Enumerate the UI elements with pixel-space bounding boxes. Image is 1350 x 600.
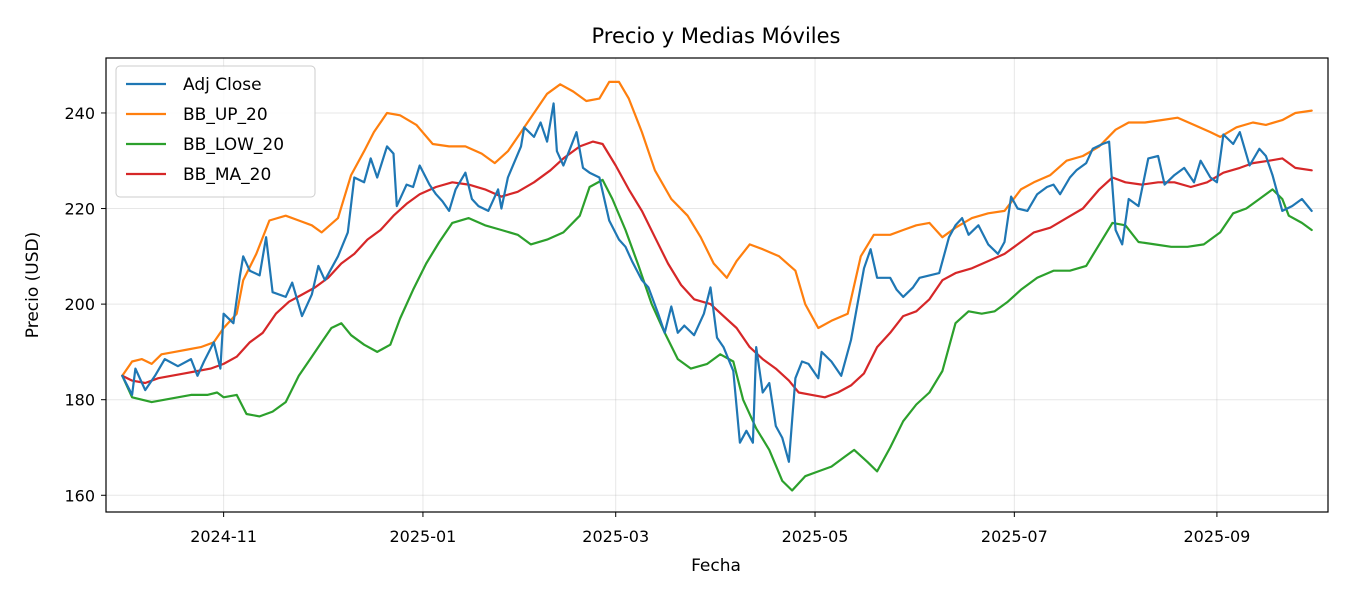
y-tick-label: 200	[64, 295, 95, 314]
x-tick-label: 2024-11	[190, 527, 257, 546]
x-tick-label: 2025-05	[782, 527, 849, 546]
series-lines	[121, 80, 1313, 492]
y-axis: 160 180 200 220 240	[64, 104, 106, 505]
x-tick-label: 2025-09	[1183, 527, 1250, 546]
legend: Adj Close BB_UP_20 BB_LOW_20 BB_MA_20	[115, 65, 316, 198]
series-line-bb-low-20	[121, 178, 1313, 492]
series-line-bb-ma-20	[121, 140, 1313, 399]
x-axis-label: Fecha	[691, 556, 741, 576]
chart-title: Precio y Medias Móviles	[591, 24, 840, 48]
legend-label: BB_LOW_20	[183, 135, 284, 155]
y-tick-label: 160	[64, 486, 95, 505]
plot-frame	[105, 57, 1329, 513]
x-tick-label: 2025-03	[582, 527, 649, 546]
y-tick-label: 220	[64, 200, 95, 219]
y-tick-label: 240	[64, 104, 95, 123]
legend-label: Adj Close	[183, 75, 262, 95]
x-tick-label: 2025-01	[390, 527, 457, 546]
y-axis-label: Precio (USD)	[23, 232, 43, 339]
legend-label: BB_MA_20	[183, 165, 271, 185]
y-tick-label: 180	[64, 391, 95, 410]
legend-box	[115, 65, 316, 198]
series-line-adj-close	[121, 102, 1313, 463]
x-axis: 2024-11 2025-01 2025-03 2025-05 2025-07 2025-…	[190, 512, 1250, 546]
legend-label: BB_UP_20	[183, 105, 268, 125]
x-tick-label: 2025-07	[981, 527, 1048, 546]
